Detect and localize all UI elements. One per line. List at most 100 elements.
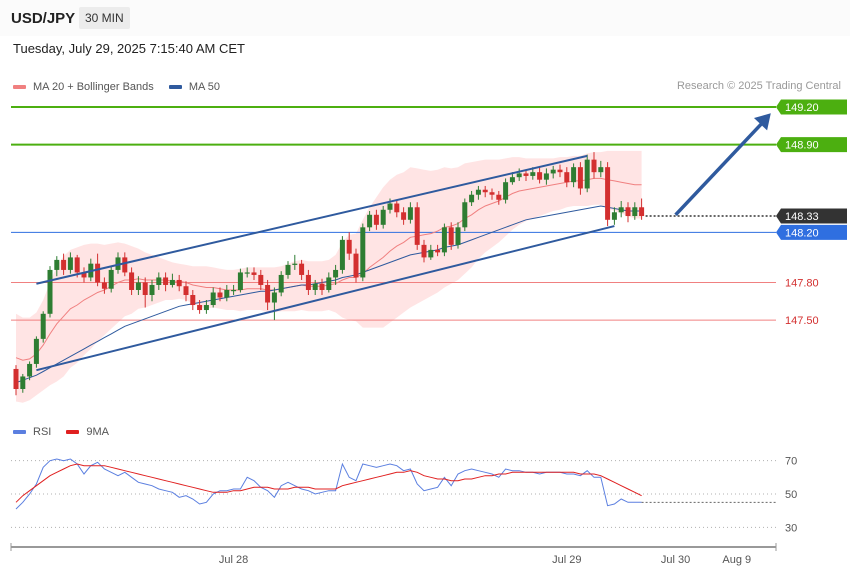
candle-body — [543, 173, 549, 180]
candle-body — [108, 269, 114, 289]
candle-body — [407, 207, 413, 220]
candle-body — [101, 282, 107, 289]
level-label-147.50: 147.50 — [785, 315, 819, 327]
candle-body — [47, 269, 53, 314]
candle-body — [557, 169, 563, 173]
candle-body — [271, 292, 277, 303]
candle-body — [591, 159, 597, 173]
candle-body — [380, 209, 386, 225]
candle-body — [577, 167, 583, 189]
candle-body — [394, 203, 400, 213]
candle-body — [428, 249, 434, 258]
candle-body — [550, 169, 556, 174]
candle-body — [197, 305, 203, 311]
candle-body — [13, 368, 19, 389]
candle-body — [346, 239, 352, 254]
rsi-legend: RSI 9MA — [13, 425, 121, 438]
candle-body — [210, 292, 216, 306]
candle-body — [373, 214, 379, 225]
candle-body — [605, 167, 611, 220]
candle-body — [353, 253, 359, 278]
candle-body — [61, 259, 67, 270]
rsi-line — [15, 458, 642, 510]
legend-swatch-ma20 — [13, 85, 26, 89]
candle-body — [496, 194, 502, 200]
candle-body — [421, 244, 427, 258]
forecast-arrow-shaft — [674, 119, 767, 216]
candle-body — [231, 289, 237, 292]
candle-body — [67, 257, 73, 270]
candle-body — [142, 282, 148, 295]
legend-swatch-rsi-ma — [66, 430, 80, 434]
candle-body — [455, 227, 461, 245]
candle-body — [333, 269, 339, 278]
candle-body — [639, 207, 645, 217]
level-tag-148.33 — [776, 208, 847, 224]
candle-body — [367, 214, 373, 228]
level-label-148.90: 148.90 — [785, 140, 819, 152]
legend-item-ma20: MA 20 + Bollinger Bands — [13, 81, 154, 93]
legend-label-ma20: MA 20 + Bollinger Bands — [33, 81, 154, 93]
level-tag-148.20 — [776, 224, 847, 240]
legend-item-rsi: RSI — [13, 426, 51, 438]
candle-body — [475, 189, 481, 195]
legend-swatch-ma50 — [168, 85, 182, 89]
legend-item-rsi-ma: 9MA — [66, 426, 109, 438]
candle-body — [115, 257, 121, 270]
candle-body — [401, 212, 407, 220]
candle-body — [299, 263, 305, 275]
candle-body — [129, 272, 135, 290]
candle-body — [414, 207, 420, 245]
candle-body — [190, 294, 196, 306]
candle-body — [258, 274, 264, 285]
candle-body — [176, 279, 182, 287]
header-bar: USD/JPY 30 MIN — [0, 0, 850, 36]
candle-body — [326, 277, 332, 290]
legend-label-ma50: MA 50 — [188, 81, 221, 93]
candle-body — [81, 272, 87, 278]
candle-body — [217, 292, 223, 298]
candle-body — [183, 286, 189, 295]
candle-body — [203, 305, 209, 311]
legend-label-rsi: RSI — [33, 426, 52, 438]
candle-body — [598, 167, 604, 173]
candle-body — [537, 172, 543, 180]
level-label-149.20: 149.20 — [785, 102, 819, 114]
candle-body — [122, 257, 128, 273]
candles-group — [13, 152, 645, 396]
level-tag-148.90 — [776, 137, 847, 153]
candle-body — [489, 192, 495, 195]
timeframe-badge[interactable]: 30 MIN — [79, 7, 130, 29]
candle-body — [285, 264, 291, 275]
credit-label: Research © 2025 Trading Central — [676, 80, 841, 92]
candle-body — [441, 227, 447, 253]
candle-body — [305, 274, 311, 290]
candle-body — [27, 363, 33, 377]
candle-body — [169, 279, 175, 285]
candle-body — [319, 283, 325, 290]
candle-body — [435, 249, 441, 253]
candle-body — [632, 207, 638, 217]
datetime-label: Tuesday, July 29, 2025 7:15:40 AM CET — [13, 41, 245, 56]
candle-body — [312, 283, 318, 290]
candle-body — [244, 272, 250, 274]
legend-label-rsi-ma: 9MA — [86, 426, 110, 438]
candle-body — [135, 282, 141, 290]
candle-body — [156, 277, 162, 285]
x-tick-label-aug-9: Aug 9 — [722, 554, 751, 566]
forecast-arrow-head — [753, 113, 771, 131]
candle-body — [33, 338, 39, 364]
candle-body — [40, 313, 46, 339]
level-label-147.80: 147.80 — [785, 277, 819, 289]
candle-body — [571, 167, 577, 183]
candle-body — [618, 207, 624, 213]
x-tick-label-jul-29: Jul 29 — [552, 554, 581, 566]
candle-body — [251, 272, 257, 275]
candle-body — [482, 189, 488, 193]
candle-body — [292, 263, 298, 265]
candle-body — [387, 203, 393, 210]
rsi-level-label-30: 30 — [785, 522, 797, 534]
legend-swatch-rsi — [13, 430, 26, 434]
candle-body — [530, 172, 536, 176]
